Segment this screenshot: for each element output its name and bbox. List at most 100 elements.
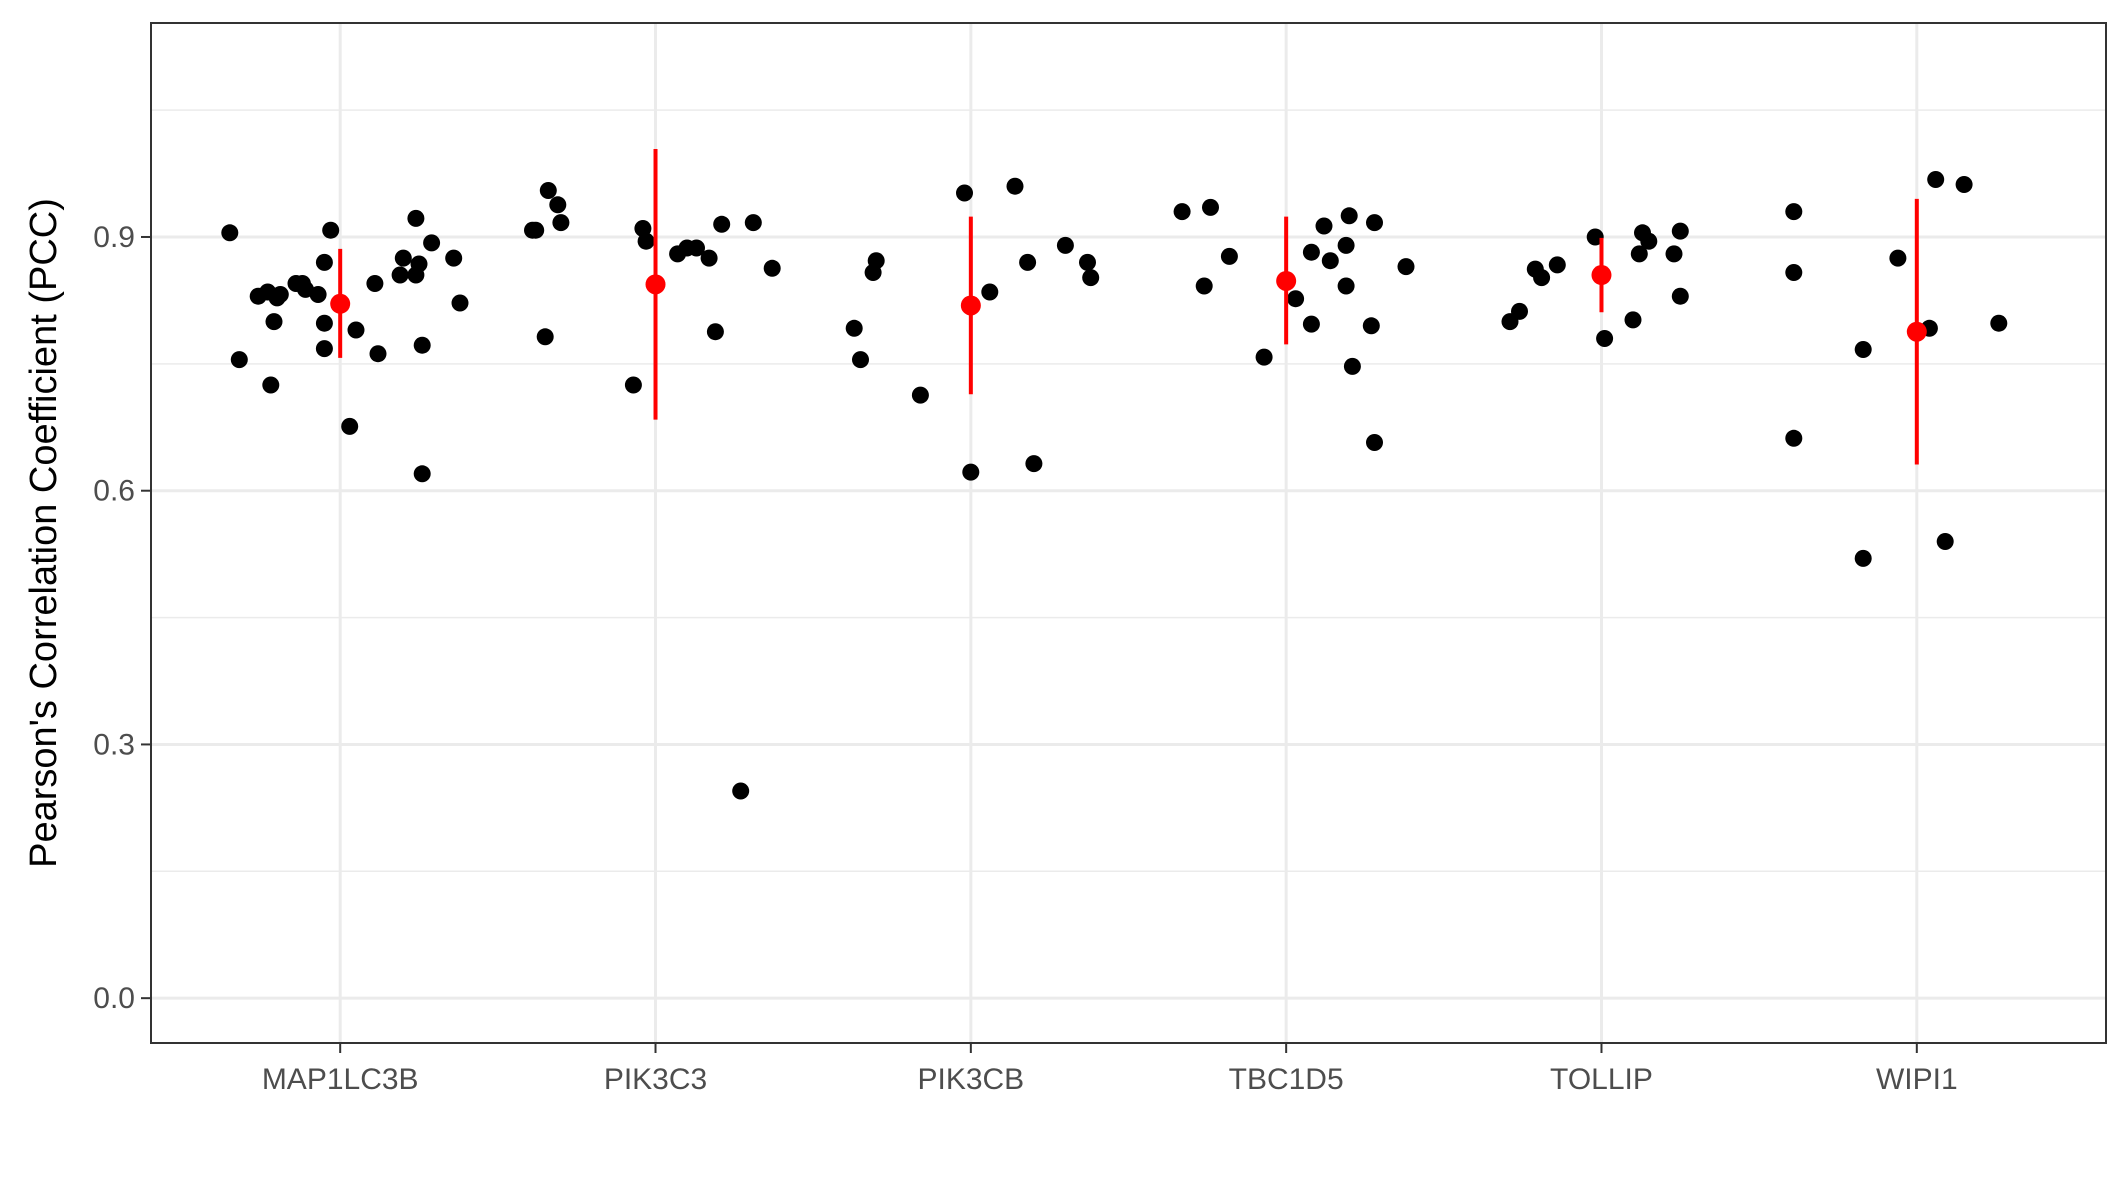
data-point [451,294,469,312]
data-point [1019,253,1037,271]
data-point [1287,290,1305,308]
data-point [1006,177,1024,195]
data-point [1548,256,1566,274]
data-point [1340,207,1358,225]
data-point [744,214,762,232]
x-tick-label: PIK3C3 [604,1063,707,1096]
data-point [1533,269,1551,287]
y-tick-label: 0.3 [93,728,135,761]
y-tick-label: 0.9 [93,221,135,254]
panel-border [150,22,2107,1044]
summary-mean-point [1591,265,1612,286]
data-point [1337,236,1355,254]
data-point [1079,253,1096,271]
data-point [981,283,999,301]
data-point [391,266,409,284]
data-point [867,252,885,270]
grid-minor [151,109,2106,873]
data-point [1927,171,1945,188]
data-point [1671,222,1689,240]
data-point [221,224,239,242]
x-tick-label: WIPI1 [1876,1063,1958,1096]
data-point [1343,357,1361,375]
data-point [1785,203,1803,221]
data-point [1630,245,1648,263]
data-point [262,376,280,394]
data-point [852,351,869,369]
data-point [369,345,387,363]
data-point [265,313,283,331]
data-point [1640,232,1658,250]
summary-mean-point [645,274,666,295]
data-point [1082,269,1100,287]
data-point [315,314,333,332]
data-point [1302,315,1320,333]
data-point [1220,247,1238,265]
data-point [1337,277,1355,295]
data-point [1366,434,1383,451]
data-point [1366,214,1383,232]
data-point [1889,249,1907,267]
data-point [1955,176,1973,193]
y-tick-label: 0.6 [93,475,135,508]
data-point [413,336,431,354]
data-point [1785,264,1803,281]
data-point [1936,533,1954,550]
data-point [347,321,365,339]
x-tick-label: TOLLIP [1550,1063,1653,1096]
data-point [309,286,327,303]
summary-mean-point [960,295,981,316]
data-point [230,351,248,369]
data-points [221,171,2008,800]
data-point [413,465,431,483]
data-point [634,220,652,237]
x-tick-label: TBC1D5 [1229,1063,1344,1096]
data-point [1665,245,1683,263]
data-point [536,328,554,346]
data-point [700,249,718,267]
data-point [527,221,545,239]
data-point [732,782,750,800]
data-point [1202,198,1219,216]
data-point [407,209,425,227]
data-point [1785,429,1803,447]
data-point [1854,341,1872,358]
data-point [911,386,929,404]
data-point [845,319,863,337]
x-axis: MAP1LC3B PIK3C3 PIK3CB TBC1D5 TOLLIP WIPI1 [262,1043,1958,1096]
data-point [341,417,359,435]
data-point [1025,455,1043,473]
data-point [1596,330,1614,347]
data-point [763,259,781,277]
y-axis: 0.0 0.3 0.6 0.9 [93,221,151,1015]
data-point [637,232,655,250]
x-tick-label: PIK3CB [917,1063,1024,1096]
data-point [1990,314,2008,332]
data-point [1255,348,1273,366]
x-tick-label: MAP1LC3B [262,1063,419,1096]
data-point [445,249,463,267]
data-point [1056,236,1074,254]
data-point [1302,243,1320,261]
data-point [956,184,973,202]
data-point [366,275,384,292]
data-point [688,239,705,257]
y-tick-label: 0.0 [93,982,135,1015]
data-point [394,249,412,267]
data-point [539,182,557,199]
summary-mean-point [1276,270,1297,291]
data-point [315,340,333,358]
data-point [962,463,980,481]
panel-background [151,23,2106,1043]
data-point [1195,277,1213,295]
data-point [1586,228,1604,246]
data-point [1362,317,1380,335]
data-point [552,214,570,232]
data-point [410,255,428,273]
data-point [1315,217,1333,235]
summary-intervals [330,149,1927,465]
data-point [315,253,333,271]
data-point [1511,302,1528,320]
data-point [1321,252,1339,270]
